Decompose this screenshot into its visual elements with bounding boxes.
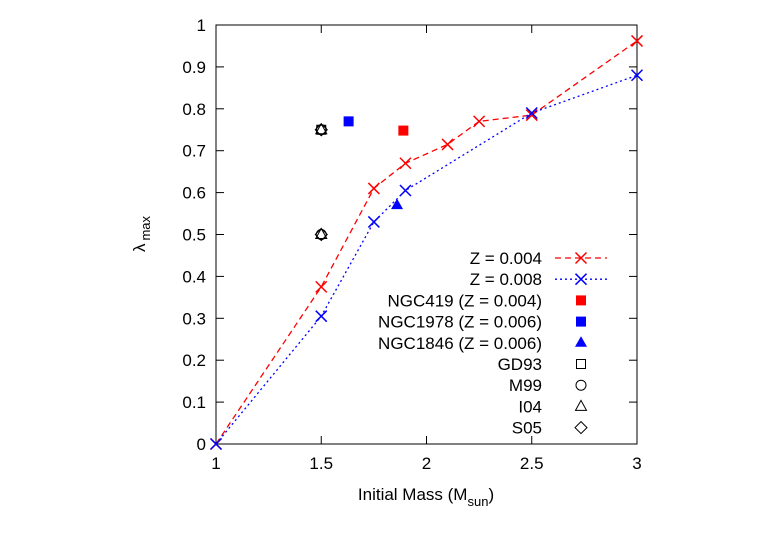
legend-marker [576,316,586,327]
observed-point-1 [398,125,409,136]
y-tick-label: 0.5 [182,226,206,245]
x-axis-label-end: ) [488,485,494,504]
x-tick-label: 1 [211,454,220,473]
legend-label: Z = 0.008 [470,270,542,289]
x-axis-label-main: Initial Mass (M [358,485,468,504]
series-2-point [525,106,538,120]
observed-point-7 [314,123,328,137]
series-2-point [315,310,328,323]
legend-marker [574,273,588,286]
legend-marker [575,379,587,391]
series-1-point [315,280,328,293]
series-line-1 [215,40,638,445]
legend-label: NGC419 (Z = 0.004) [388,291,543,310]
y-axis-label-sub: max [138,215,153,240]
series-1-point [399,157,412,170]
legend-marker [575,336,587,347]
y-tick-label: 0.7 [182,142,206,161]
y-axis-label-main: λ [130,243,149,252]
legend-label: NGC1846 (Z = 0.006) [378,334,542,353]
legend-marker [576,359,586,369]
y-tick-label: 0.3 [182,309,206,328]
y-axis-label: λ max [130,215,153,252]
points-layer [314,116,409,242]
legend-marker [576,295,586,306]
x-tick-label: 3 [632,454,641,473]
x-tick-label: 2.5 [520,454,544,473]
series-1-point [630,34,644,47]
legend-label: NGC1978 (Z = 0.006) [378,313,542,332]
legend-label: GD93 [498,355,542,374]
series-layer [209,34,644,451]
legend: Z = 0.004 Z = 0.008 NGC419 (Z = 0.004) NGC1… [378,249,607,438]
y-tick-label: 0.2 [182,351,206,370]
legend-marker [574,420,588,435]
y-tick-label: 0 [197,435,206,454]
series-2-point [209,437,223,451]
x-axis-label: Initial Mass (Msun) [358,485,494,509]
x-tick-label: 2 [422,454,431,473]
axis-ticks [215,24,638,445]
y-tick-label: 1 [197,16,206,35]
observed-point-2 [343,116,354,127]
series-1-point [473,115,486,128]
y-tick-label: 0.8 [182,100,206,119]
legend-label: S05 [512,419,542,438]
observed-point-7 [314,227,328,242]
y-tick-label: 0.9 [182,58,206,77]
series-line-2 [215,74,638,445]
x-axis-label-sub: sun [467,494,488,509]
y-tick-label: 0.1 [182,393,206,412]
legend-label: M99 [509,376,542,395]
series-1-point [367,182,380,195]
legend-marker [574,251,588,265]
legend-marker [574,399,588,411]
x-tick-labels: 1 1.5 2 2.5 3 [211,454,641,473]
plot-frame [215,24,638,445]
legend-label: Z = 0.004 [470,249,542,268]
observed-point-3 [391,198,404,210]
legend-label: I04 [518,397,542,416]
series-2-point [399,184,412,197]
x-tick-label: 1.5 [309,454,333,473]
y-tick-labels: 0 0.1 0.2 0.3 0.4 0.5 0.6 0.7 0.8 0.9 1 [182,16,206,454]
series-1-point [441,138,454,151]
observed-point-6 [314,122,328,135]
observed-point-6 [314,227,328,239]
y-tick-label: 0.4 [182,267,206,286]
y-tick-label: 0.6 [182,184,206,203]
series-2-point [367,215,380,228]
series-2-point [630,69,644,82]
